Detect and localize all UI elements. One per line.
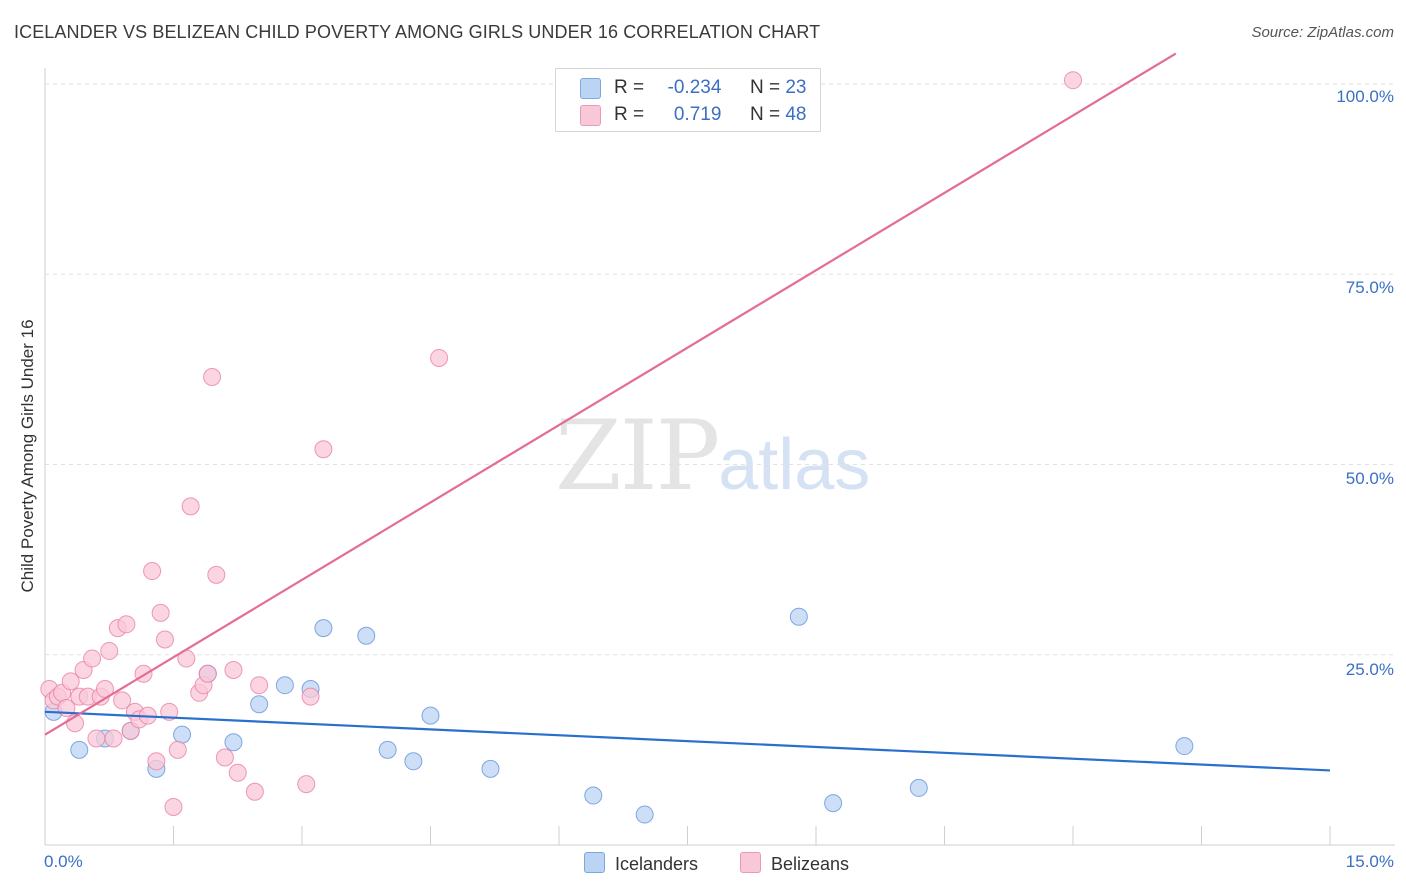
icelander-point <box>789 607 808 626</box>
source-label: Source: ZipAtlas.com <box>1251 24 1394 41</box>
watermark-zip: ZIP <box>555 400 720 512</box>
belizean-point <box>224 660 243 679</box>
belizean-point <box>104 729 123 748</box>
belizean-point <box>430 348 449 367</box>
belizean-point <box>143 562 162 581</box>
bottom-legend-label: Belizeans <box>771 854 850 874</box>
belizean-point <box>147 752 166 771</box>
belizean-point <box>215 748 234 767</box>
belizean-point <box>164 797 183 816</box>
legend-n-label: N = <box>749 77 781 98</box>
legend-n-value: 48 <box>785 104 807 125</box>
bottom-legend-swatch <box>740 852 761 873</box>
belizean-point <box>297 775 316 794</box>
legend-r-label: R = <box>614 77 645 98</box>
icelander-point <box>404 752 423 771</box>
x-tick-label: 15.0% <box>1345 852 1394 871</box>
y-tick-label: 25.0% <box>1345 660 1394 679</box>
x-tick-label: 0.0% <box>44 852 83 871</box>
legend-n-value: 23 <box>785 77 807 98</box>
legend-swatch-belizeans <box>580 105 601 126</box>
belizean-trend-line <box>44 52 1177 736</box>
belizean-point <box>155 630 174 649</box>
icelander-point <box>224 733 243 752</box>
icelander-point <box>421 706 440 725</box>
icelander-point <box>173 725 192 744</box>
belizean-point <box>113 691 132 710</box>
belizean-point <box>301 687 320 706</box>
icelander-point <box>1175 737 1194 756</box>
correlation-legend: R = -0.234 N = 23 R = 0.719 N = 48 <box>555 68 821 132</box>
belizean-point <box>61 672 80 691</box>
belizean-point <box>203 367 222 386</box>
bottom-legend-belizeans: Belizeans <box>740 852 849 875</box>
belizean-point <box>198 664 217 683</box>
bottom-legend-swatch <box>584 852 605 873</box>
belizean-point <box>228 763 247 782</box>
legend-r-value: -0.234 <box>667 77 722 98</box>
belizean-point <box>1064 71 1082 90</box>
icelander-point <box>250 695 269 714</box>
belizean-point <box>207 565 226 584</box>
belizean-point <box>168 740 187 759</box>
legend-r-value: 0.719 <box>673 104 722 125</box>
legend-r-label: R = <box>614 104 645 125</box>
icelander-point <box>824 794 843 813</box>
icelander-point <box>357 626 376 645</box>
belizean-point <box>117 615 136 634</box>
icelander-point <box>70 740 89 759</box>
icelander-trend-line <box>44 710 1331 772</box>
watermark: ZIPatlas <box>555 400 870 512</box>
belizean-point <box>87 729 106 748</box>
y-axis-label: Child Poverty Among Girls Under 16 <box>18 319 37 593</box>
icelander-point <box>909 778 928 797</box>
y-tick-label: 50.0% <box>1345 469 1394 488</box>
bottom-legend-label: Icelanders <box>615 854 699 874</box>
chart-title: ICELANDER VS BELIZEAN CHILD POVERTY AMON… <box>14 22 821 42</box>
icelander-point <box>314 619 333 638</box>
y-tick-label: 75.0% <box>1345 278 1394 297</box>
icelander-point <box>584 786 603 805</box>
bottom-legend-icelanders: Icelanders <box>584 852 698 875</box>
belizean-point <box>181 497 200 516</box>
icelander-point <box>481 759 500 778</box>
belizean-point <box>160 702 179 721</box>
belizean-point <box>151 603 170 622</box>
belizean-point <box>250 676 269 695</box>
icelander-point <box>635 805 654 824</box>
belizean-point <box>100 641 119 660</box>
belizean-point <box>83 649 102 668</box>
belizean-point <box>314 440 333 459</box>
legend-n-label: N = <box>749 104 781 125</box>
icelander-point <box>378 740 397 759</box>
y-tick-label: 100.0% <box>1336 87 1394 106</box>
legend-swatch-icelanders <box>580 78 601 99</box>
belizean-point <box>245 782 264 801</box>
icelander-point <box>275 676 294 695</box>
